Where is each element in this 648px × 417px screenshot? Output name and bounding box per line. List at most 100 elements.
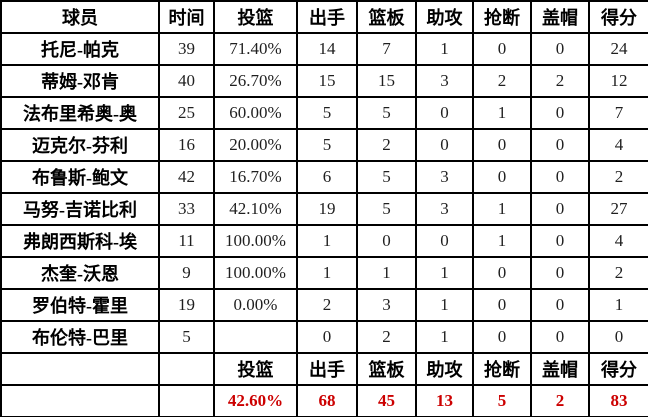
blocks-cell: 2 [530,64,590,98]
footer-totals-row: 42.60% 68 45 13 5 2 83 [0,384,648,417]
col-header-points: 得分 [588,0,648,34]
points-cell: 2 [588,256,648,290]
minutes-cell: 33 [158,192,215,226]
rebounds-cell: 7 [356,32,417,66]
fg-pct-cell: 100.00% [213,256,298,290]
minutes-cell: 11 [158,224,215,258]
minutes-cell: 42 [158,160,215,194]
total-blocks: 2 [530,384,590,417]
total-fg-pct: 42.60% [213,384,298,417]
assists-cell: 0 [415,224,474,258]
table-row: 杰奎-沃恩 9 100.00% 1 1 1 0 0 2 [0,256,648,290]
minutes-cell: 5 [158,320,215,354]
fga-cell: 5 [296,96,358,130]
footer-label-fg-pct: 投篮 [213,352,298,386]
footer-label-row: 投篮 出手 篮板 助攻 抢断 盖帽 得分 [0,352,648,386]
table-row: 迈克尔-芬利 16 20.00% 5 2 0 0 0 4 [0,128,648,162]
col-header-steals: 抢断 [472,0,532,34]
col-header-fga: 出手 [296,0,358,34]
player-name-cell: 布鲁斯-鲍文 [0,160,160,194]
rebounds-cell: 2 [356,320,417,354]
blocks-cell: 0 [530,128,590,162]
fga-cell: 1 [296,256,358,290]
fga-cell: 5 [296,128,358,162]
points-cell: 27 [588,192,648,226]
minutes-cell: 25 [158,96,215,130]
steals-cell: 1 [472,96,532,130]
fg-pct-cell: 71.40% [213,32,298,66]
fga-cell: 0 [296,320,358,354]
fga-cell: 19 [296,192,358,226]
blocks-cell: 0 [530,32,590,66]
rebounds-cell: 3 [356,288,417,322]
table-row: 马努-吉诺比利 33 42.10% 19 5 3 1 0 27 [0,192,648,226]
steals-cell: 0 [472,288,532,322]
player-name-cell: 迈克尔-芬利 [0,128,160,162]
blocks-cell: 0 [530,224,590,258]
table-row: 托尼-帕克 39 71.40% 14 7 1 0 0 24 [0,32,648,66]
steals-cell: 0 [472,160,532,194]
table-row: 罗伯特-霍里 19 0.00% 2 3 1 0 0 1 [0,288,648,322]
fg-pct-cell: 26.70% [213,64,298,98]
blocks-cell: 0 [530,256,590,290]
points-cell: 2 [588,160,648,194]
player-name-cell: 杰奎-沃恩 [0,256,160,290]
points-cell: 12 [588,64,648,98]
minutes-cell: 19 [158,288,215,322]
total-steals: 5 [472,384,532,417]
fg-pct-cell: 0.00% [213,288,298,322]
minutes-cell: 39 [158,32,215,66]
player-name-cell: 法布里希奥-奥 [0,96,160,130]
rebounds-cell: 5 [356,96,417,130]
fga-cell: 6 [296,160,358,194]
total-fga: 68 [296,384,358,417]
assists-cell: 0 [415,128,474,162]
assists-cell: 0 [415,96,474,130]
table-row: 蒂姆-邓肯 40 26.70% 15 15 3 2 2 12 [0,64,648,98]
fg-pct-cell: 42.10% [213,192,298,226]
points-cell: 24 [588,32,648,66]
assists-cell: 1 [415,320,474,354]
player-name-cell: 布伦特-巴里 [0,320,160,354]
assists-cell: 3 [415,160,474,194]
header-row: 球员 时间 投篮 出手 篮板 助攻 抢断 盖帽 得分 [0,0,648,34]
footer-label-steals: 抢断 [472,352,532,386]
assists-cell: 1 [415,32,474,66]
blocks-cell: 0 [530,320,590,354]
fg-pct-cell: 100.00% [213,224,298,258]
points-cell: 4 [588,224,648,258]
assists-cell: 1 [415,256,474,290]
steals-cell: 0 [472,32,532,66]
assists-cell: 3 [415,192,474,226]
steals-cell: 1 [472,192,532,226]
fga-cell: 14 [296,32,358,66]
blocks-cell: 0 [530,288,590,322]
footer-label-fga: 出手 [296,352,358,386]
total-points: 83 [588,384,648,417]
col-header-player: 球员 [0,0,160,34]
fg-pct-cell: 20.00% [213,128,298,162]
footer-empty-cell [0,352,160,386]
col-header-minutes: 时间 [158,0,215,34]
blocks-cell: 0 [530,96,590,130]
footer-empty-cell [0,384,160,417]
steals-cell: 2 [472,64,532,98]
rebounds-cell: 1 [356,256,417,290]
player-name-cell: 马努-吉诺比利 [0,192,160,226]
footer-empty-cell [158,384,215,417]
footer-label-points: 得分 [588,352,648,386]
table-row: 布伦特-巴里 5 0 2 1 0 0 0 [0,320,648,354]
rebounds-cell: 5 [356,192,417,226]
player-name-cell: 罗伯特-霍里 [0,288,160,322]
footer-label-blocks: 盖帽 [530,352,590,386]
total-assists: 13 [415,384,474,417]
minutes-cell: 16 [158,128,215,162]
rebounds-cell: 5 [356,160,417,194]
col-header-fg-pct: 投篮 [213,0,298,34]
col-header-blocks: 盖帽 [530,0,590,34]
table-row: 布鲁斯-鲍文 42 16.70% 6 5 3 0 0 2 [0,160,648,194]
table-row: 弗朗西斯科-埃 11 100.00% 1 0 0 1 0 4 [0,224,648,258]
steals-cell: 0 [472,128,532,162]
steals-cell: 1 [472,224,532,258]
